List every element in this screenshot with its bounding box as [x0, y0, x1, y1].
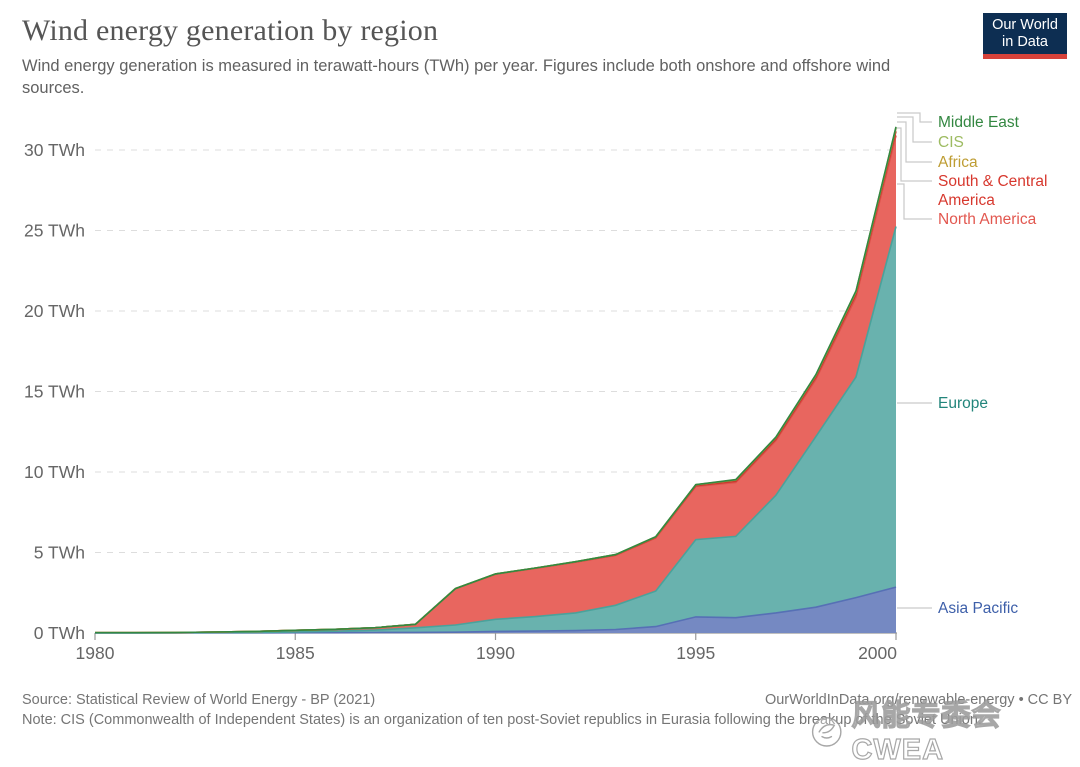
y-tick-label: 0 TWh — [34, 623, 85, 643]
legend-label-europe[interactable]: Europe — [938, 395, 988, 412]
legend-connector-cis — [897, 116, 932, 143]
area-asia-pacific[interactable] — [95, 587, 896, 633]
y-tick-label: 5 TWh — [34, 543, 85, 563]
note-line: Note: CIS (Commonwealth of Independent S… — [22, 712, 982, 728]
legend-connector-africa — [897, 121, 932, 163]
y-tick-label: 25 TWh — [24, 221, 85, 241]
owid-logo[interactable]: Our World in Data — [983, 13, 1067, 59]
x-tick-label: 1980 — [76, 643, 115, 663]
legend-label-asia-pacific[interactable]: Asia Pacific — [938, 600, 1019, 617]
y-tick-label: 10 TWh — [24, 462, 85, 482]
chart-footer: Source: Statistical Review of World Ener… — [22, 690, 1072, 730]
page-title: Wind energy generation by region — [22, 14, 439, 47]
x-tick-label: 1995 — [676, 643, 715, 663]
area-europe[interactable] — [95, 226, 896, 634]
legend-label-south-central-america[interactable]: South & Central America — [938, 173, 1048, 209]
owid-logo-line1: Our World — [992, 16, 1058, 33]
owid-logo-line2: in Data — [1002, 33, 1048, 50]
y-tick-label: 15 TWh — [24, 382, 85, 402]
legend-label-africa[interactable]: Africa — [938, 154, 978, 171]
legend-label-middle-east[interactable]: Middle East — [938, 114, 1019, 131]
y-tick-label: 20 TWh — [24, 301, 85, 321]
x-tick-label: 1985 — [276, 643, 315, 663]
chart-subtitle: Wind energy generation is measured in te… — [22, 57, 891, 97]
source-line: Source: Statistical Review of World Ener… — [22, 692, 376, 708]
area-border-middle-east — [95, 126, 897, 634]
legend-connector-south-central-america — [897, 127, 932, 182]
legend-label-cis[interactable]: CIS — [938, 134, 964, 151]
legend-connector-north-america — [897, 183, 932, 220]
y-tick-label: 30 TWh — [24, 140, 85, 160]
area-north-america[interactable] — [95, 135, 896, 633]
x-tick-label: 1990 — [476, 643, 515, 663]
legend-label-north-america[interactable]: North America — [938, 211, 1037, 228]
legend-connector-middle-east — [897, 112, 932, 123]
x-tick-label: 2000 — [858, 643, 897, 663]
attribution-link[interactable]: OurWorldInData.org/renewable-energy • CC… — [764, 692, 1072, 708]
